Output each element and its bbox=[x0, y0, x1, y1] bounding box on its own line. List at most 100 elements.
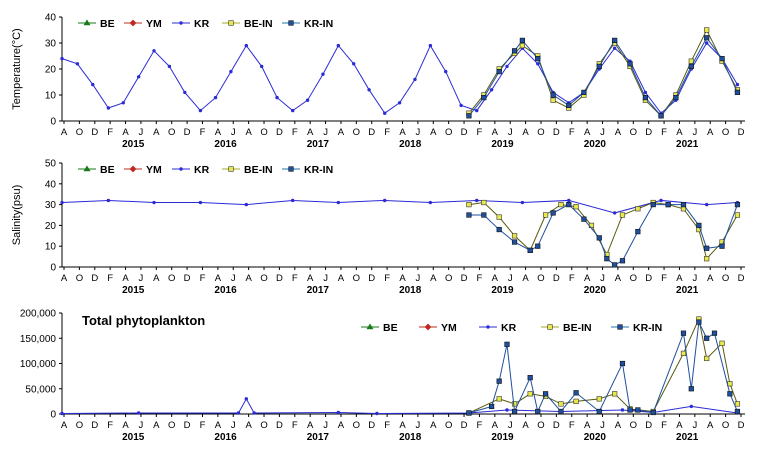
point-be-in-7 bbox=[573, 204, 579, 210]
point-kr-2 bbox=[152, 200, 156, 205]
x-tick-label: A bbox=[430, 420, 437, 431]
point-be-in-15 bbox=[727, 381, 733, 387]
x-tick-label: J bbox=[139, 127, 144, 138]
point-kr-in-7 bbox=[566, 202, 572, 208]
y-tick-label: 0 bbox=[50, 410, 56, 421]
legend-entry-kr-in: KR-IN bbox=[611, 322, 662, 334]
y-tick-label: 30 bbox=[45, 39, 57, 50]
x-tick-label: D bbox=[276, 273, 283, 284]
series-line-be-in bbox=[468, 28, 738, 117]
point-kr-in-8 bbox=[581, 216, 587, 222]
point-kr-13 bbox=[659, 198, 663, 203]
point-be-in-2 bbox=[511, 401, 518, 407]
legend-entry-be: BE bbox=[361, 322, 398, 334]
year-label: 2018 bbox=[399, 432, 422, 443]
point-kr-in-14 bbox=[650, 409, 656, 416]
point-be-legend bbox=[366, 323, 374, 330]
point-be-in-5 bbox=[542, 212, 549, 218]
point-kr-in-5 bbox=[527, 375, 533, 381]
x-tick-label: A bbox=[522, 127, 529, 138]
series-be-in bbox=[466, 27, 741, 119]
x-tick-label: D bbox=[553, 420, 560, 431]
x-tick-label: A bbox=[584, 127, 591, 138]
year-label: 2015 bbox=[122, 139, 145, 150]
x-tick-label: F bbox=[292, 127, 298, 138]
y-tick-label: 10 bbox=[45, 242, 57, 253]
point-kr-27 bbox=[475, 108, 479, 113]
year-label: 2018 bbox=[399, 139, 422, 150]
x-tick-label: O bbox=[168, 127, 175, 138]
point-kr-6 bbox=[152, 49, 156, 53]
x-tick-label: D bbox=[91, 127, 98, 138]
x-tick-label: O bbox=[537, 127, 544, 138]
legend-label: KR-IN bbox=[304, 18, 333, 30]
x-tick-label: F bbox=[292, 273, 298, 284]
point-kr-in-11 bbox=[627, 61, 633, 67]
year-label: 2019 bbox=[491, 285, 514, 296]
point-kr-16 bbox=[305, 98, 310, 102]
x-tick-label: J bbox=[323, 127, 328, 138]
x-tick-label: O bbox=[76, 420, 83, 431]
x-tick-label: D bbox=[184, 273, 191, 284]
x-tick-label: O bbox=[445, 273, 452, 284]
y-tick-label: 40 bbox=[45, 179, 57, 190]
x-tick-label: A bbox=[153, 127, 160, 138]
point-kr-12 bbox=[689, 404, 693, 409]
point-kr-in-legend bbox=[288, 20, 294, 26]
series-kr-in bbox=[466, 202, 741, 268]
point-be-in-11 bbox=[635, 206, 641, 212]
legend-label: KR bbox=[194, 18, 210, 30]
x-tick-label: A bbox=[676, 273, 683, 284]
point-kr-legend bbox=[486, 325, 490, 329]
x-tick-label: F bbox=[200, 127, 206, 138]
point-be-in-16 bbox=[704, 256, 710, 262]
x-tick-label: A bbox=[338, 420, 345, 431]
x-tick-label: F bbox=[569, 127, 575, 138]
point-kr-in-16 bbox=[688, 386, 694, 392]
point-be-in-legend bbox=[228, 20, 234, 26]
x-tick-label: J bbox=[508, 273, 513, 284]
point-kr-36 bbox=[612, 46, 617, 50]
x-tick-label: F bbox=[661, 127, 667, 138]
x-tick-label: F bbox=[384, 420, 390, 431]
point-kr-10 bbox=[520, 200, 525, 205]
x-tick-label: O bbox=[722, 127, 729, 138]
x-tick-label: D bbox=[184, 420, 191, 431]
x-tick-label: D bbox=[738, 127, 745, 138]
x-tick-label: A bbox=[615, 420, 622, 431]
point-kr-3 bbox=[244, 397, 249, 401]
year-label: 2019 bbox=[491, 432, 514, 443]
legend-label: BE-IN bbox=[244, 164, 273, 176]
legend-entry-ym: YM bbox=[124, 164, 162, 176]
x-tick-label: A bbox=[492, 127, 499, 138]
point-be-in-14 bbox=[719, 340, 725, 346]
point-kr-22 bbox=[397, 101, 402, 105]
point-kr-24 bbox=[428, 43, 433, 48]
x-tick-label: A bbox=[245, 420, 252, 431]
point-kr-6 bbox=[336, 200, 341, 205]
x-tick-label: A bbox=[61, 127, 68, 138]
x-tick-label: D bbox=[91, 420, 98, 431]
legend-label: BE bbox=[100, 18, 115, 30]
point-be-in-6 bbox=[558, 202, 564, 208]
point-kr-in-16 bbox=[680, 202, 687, 208]
legend-entry-kr: KR bbox=[479, 322, 517, 334]
legend-entry-kr-in: KR-IN bbox=[282, 18, 333, 30]
x-tick-label: F bbox=[477, 273, 483, 284]
point-kr-in-legend bbox=[288, 166, 294, 172]
point-kr-0 bbox=[60, 200, 64, 205]
point-be-in-2 bbox=[496, 214, 502, 220]
x-tick-label: D bbox=[738, 420, 745, 431]
point-kr-in-18 bbox=[734, 89, 741, 95]
point-kr-10 bbox=[620, 408, 625, 412]
legend-entry-be-in: BE-IN bbox=[222, 18, 273, 30]
point-kr-42 bbox=[704, 41, 709, 45]
x-tick-label: F bbox=[477, 127, 483, 138]
legend-label: KR-IN bbox=[304, 164, 333, 176]
x-tick-label: A bbox=[153, 273, 160, 284]
x-tick-label: O bbox=[630, 127, 637, 138]
x-tick-label: A bbox=[707, 420, 714, 431]
x-tick-label: D bbox=[276, 127, 283, 138]
x-tick-label: O bbox=[445, 127, 452, 138]
